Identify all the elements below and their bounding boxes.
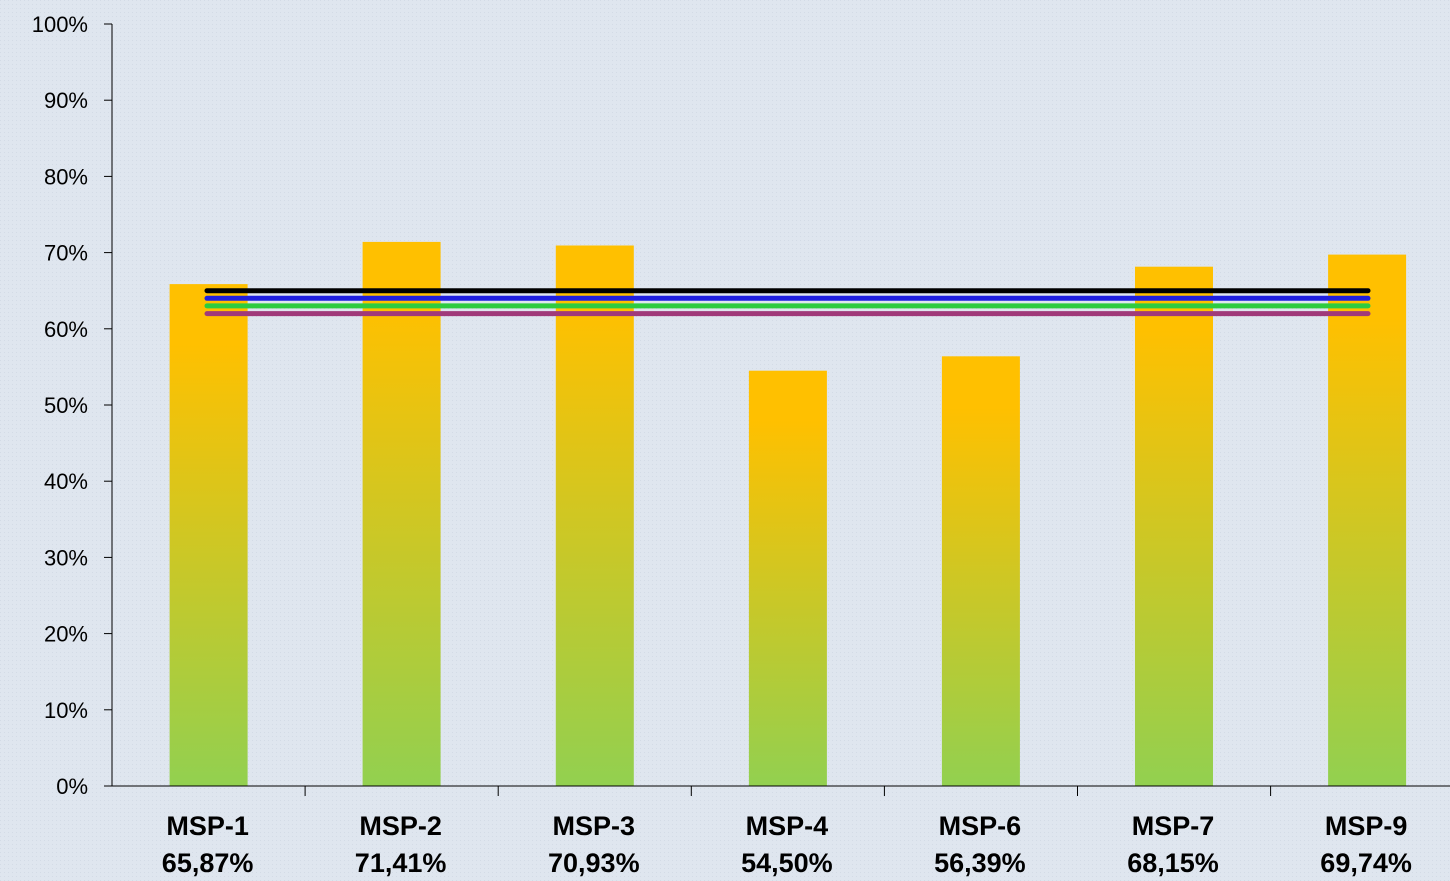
labels-group: 0% 10% 20% 30% 40% 50% 60% 70% 80% 90% 100% MSP-1 65… <box>32 12 1412 878</box>
bar-msp-3 <box>555 245 634 786</box>
category-label-msp-2: MSP-2 <box>359 811 442 841</box>
bar-msp-1 <box>169 284 248 786</box>
y-tick-label: 30% <box>44 545 88 570</box>
y-tick-label: 70% <box>44 241 88 266</box>
bar-msp-2 <box>362 241 441 786</box>
y-tick-label: 100% <box>32 12 88 37</box>
reference-lines-group <box>204 288 1371 317</box>
category-label-msp-9: MSP-9 <box>1325 811 1408 841</box>
y-tick-label: 60% <box>44 317 88 342</box>
value-label-msp-3: 70,93% <box>548 848 640 878</box>
y-tick-label: 80% <box>44 164 88 189</box>
category-label-msp-1: MSP-1 <box>166 811 249 841</box>
y-tick-label: 90% <box>44 88 88 113</box>
bar-msp-7 <box>1135 266 1213 786</box>
bar-msp-4 <box>748 370 827 786</box>
bar-msp-6 <box>941 356 1020 786</box>
value-label-msp-2: 71,41% <box>355 848 447 878</box>
value-label-msp-7: 68,15% <box>1127 848 1219 878</box>
y-tick-label: 50% <box>44 393 88 418</box>
value-label-msp-1: 65,87% <box>162 848 254 878</box>
bar-msp-9 <box>1328 254 1407 787</box>
y-tick-label: 10% <box>44 698 88 723</box>
bars-group <box>169 241 1407 787</box>
category-label-msp-7: MSP-7 <box>1132 811 1215 841</box>
category-label-msp-3: MSP-3 <box>553 811 636 841</box>
category-label-msp-6: MSP-6 <box>939 811 1022 841</box>
category-label-msp-4: MSP-4 <box>746 811 829 841</box>
value-label-msp-9: 69,74% <box>1320 848 1412 878</box>
y-tick-label: 40% <box>44 469 88 494</box>
value-label-msp-4: 54,50% <box>741 848 833 878</box>
y-tick-label: 20% <box>44 622 88 647</box>
axes-group <box>104 23 1450 796</box>
value-label-msp-6: 56,39% <box>934 848 1026 878</box>
y-tick-label: 0% <box>56 774 88 799</box>
